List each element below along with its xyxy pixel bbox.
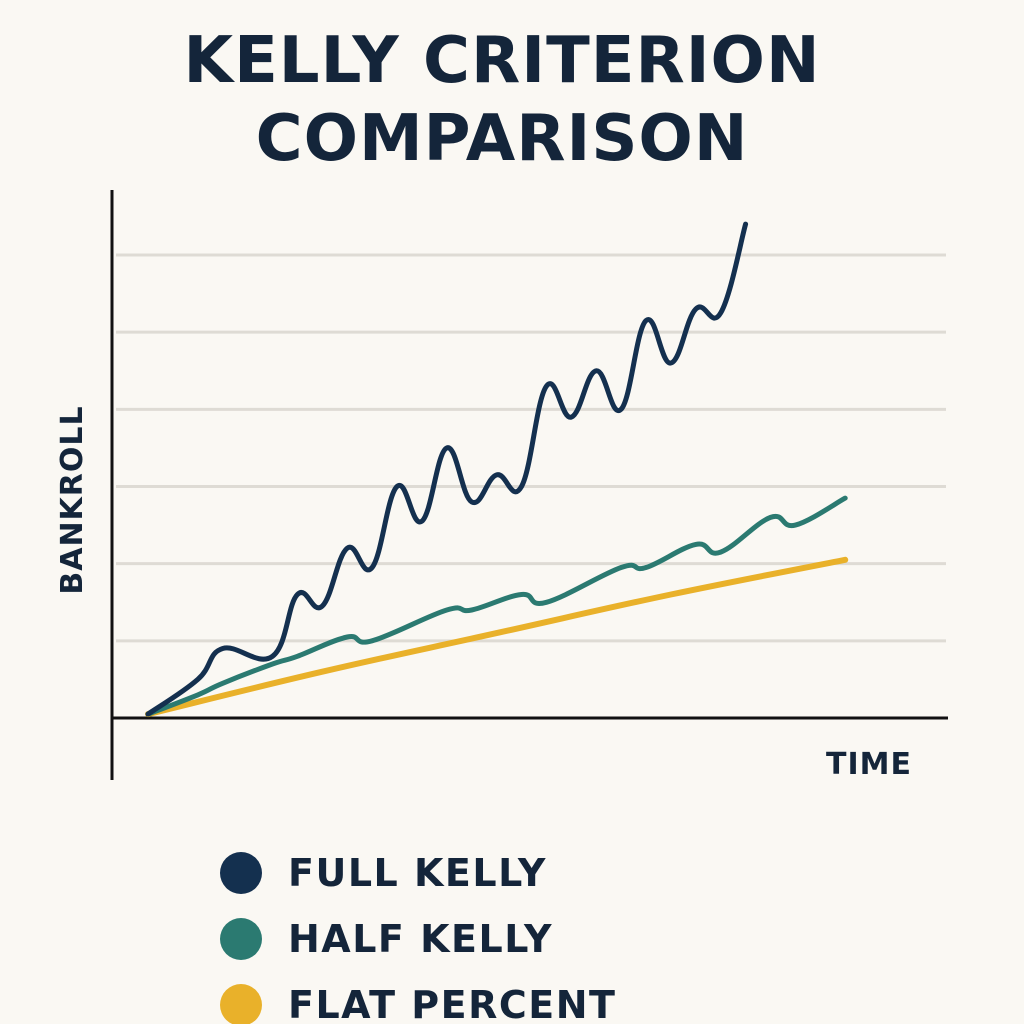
chart-title-line-2: COMPARISON — [255, 102, 749, 176]
legend-label: HALF KELLY — [288, 917, 554, 961]
half-kelly-swatch-icon — [220, 918, 262, 960]
y-axis-label: BANKROLL — [55, 405, 90, 594]
chart-title-line-1: KELLY CRITERION — [183, 24, 821, 98]
grid-lines — [116, 253, 946, 643]
legend-item-flat-percent: FLAT PERCENT — [220, 972, 616, 1024]
series-line-full-kelly — [145, 221, 749, 717]
legend-label: FULL KELLY — [288, 851, 547, 895]
legend-label: FLAT PERCENT — [288, 983, 617, 1024]
flat-percent-swatch-icon — [220, 984, 262, 1024]
line-chart: BANKROLL TIME — [55, 190, 948, 782]
x-axis-label: TIME — [826, 747, 912, 782]
series-lines — [145, 221, 849, 718]
chart-title: KELLY CRITERION COMPARISON — [0, 22, 1004, 178]
series-line-half-kelly — [145, 495, 848, 717]
legend-item-full-kelly: FULL KELLY — [220, 840, 616, 906]
legend: FULL KELLY HALF KELLY FLAT PERCENT — [220, 840, 616, 1024]
legend-item-half-kelly: HALF KELLY — [220, 906, 616, 972]
full-kelly-swatch-icon — [220, 852, 262, 894]
series-line-flat-percent — [145, 556, 849, 718]
